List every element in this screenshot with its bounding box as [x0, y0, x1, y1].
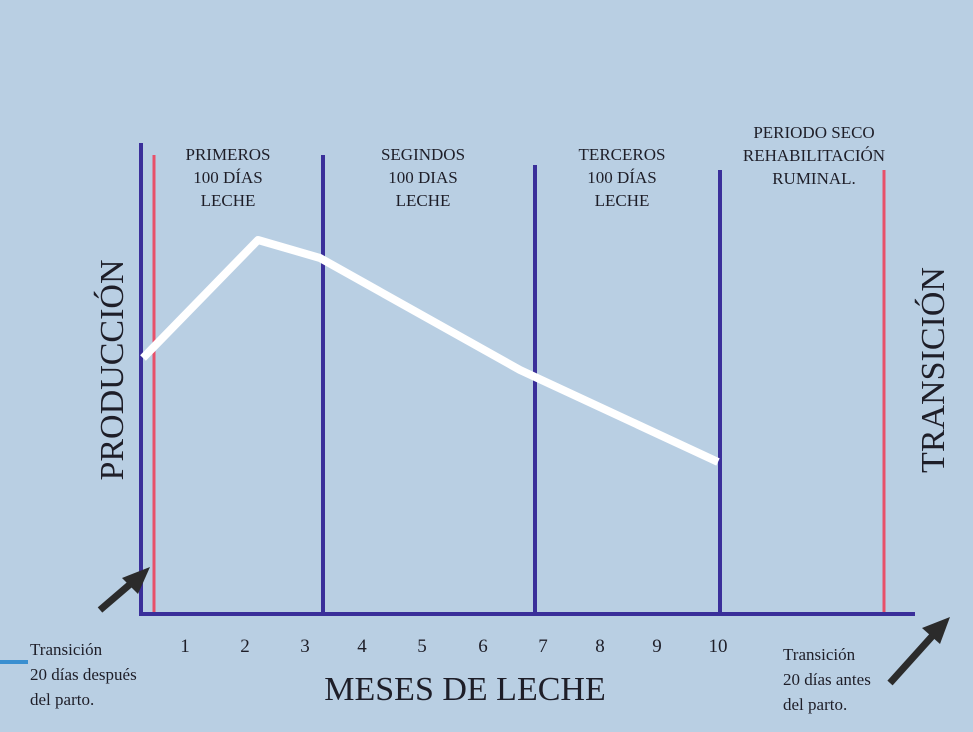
note: 20 días antes	[783, 670, 871, 689]
arrow	[887, 630, 938, 686]
note: del parto.	[783, 695, 847, 714]
month-label: 3	[300, 636, 310, 657]
month-label: 8	[595, 636, 605, 657]
period-label: PRIMEROS	[185, 145, 270, 164]
note: Transición	[30, 640, 103, 659]
period-label: 100 DIAS	[388, 168, 457, 187]
arrow-head	[922, 617, 950, 644]
period-label: REHABILITACIÓN	[743, 146, 885, 165]
period-label: LECHE	[396, 191, 451, 210]
x-title: MESES DE LECHE	[324, 671, 605, 708]
period-label: SEGINDOS	[381, 145, 465, 164]
period-label: LECHE	[201, 191, 256, 210]
note: del parto.	[30, 690, 94, 709]
period-label: LECHE	[595, 191, 650, 210]
month-label: 6	[478, 636, 488, 657]
edge-mark	[0, 660, 28, 664]
note: Transición	[783, 645, 856, 664]
month-label: 7	[538, 636, 548, 657]
right-label: TRANSICIÓN	[914, 267, 952, 473]
month-label: 2	[240, 636, 250, 657]
period-label: TERCEROS	[579, 145, 666, 164]
arrow-head	[122, 567, 150, 594]
period-label: 100 DÍAS	[193, 168, 262, 187]
lactation-curve	[140, 236, 720, 466]
month-label: 9	[652, 636, 662, 657]
y-label: PRODUCCIÓN	[93, 259, 131, 480]
month-label: 4	[357, 636, 367, 657]
month-label: 1	[180, 636, 190, 657]
month-label: 10	[709, 636, 728, 657]
period-label: PERIODO SECO	[753, 123, 874, 142]
note: 20 días después	[30, 665, 137, 684]
period-label: RUMINAL.	[772, 169, 856, 188]
period-label: 100 DÍAS	[587, 168, 656, 187]
month-label: 5	[417, 636, 427, 657]
